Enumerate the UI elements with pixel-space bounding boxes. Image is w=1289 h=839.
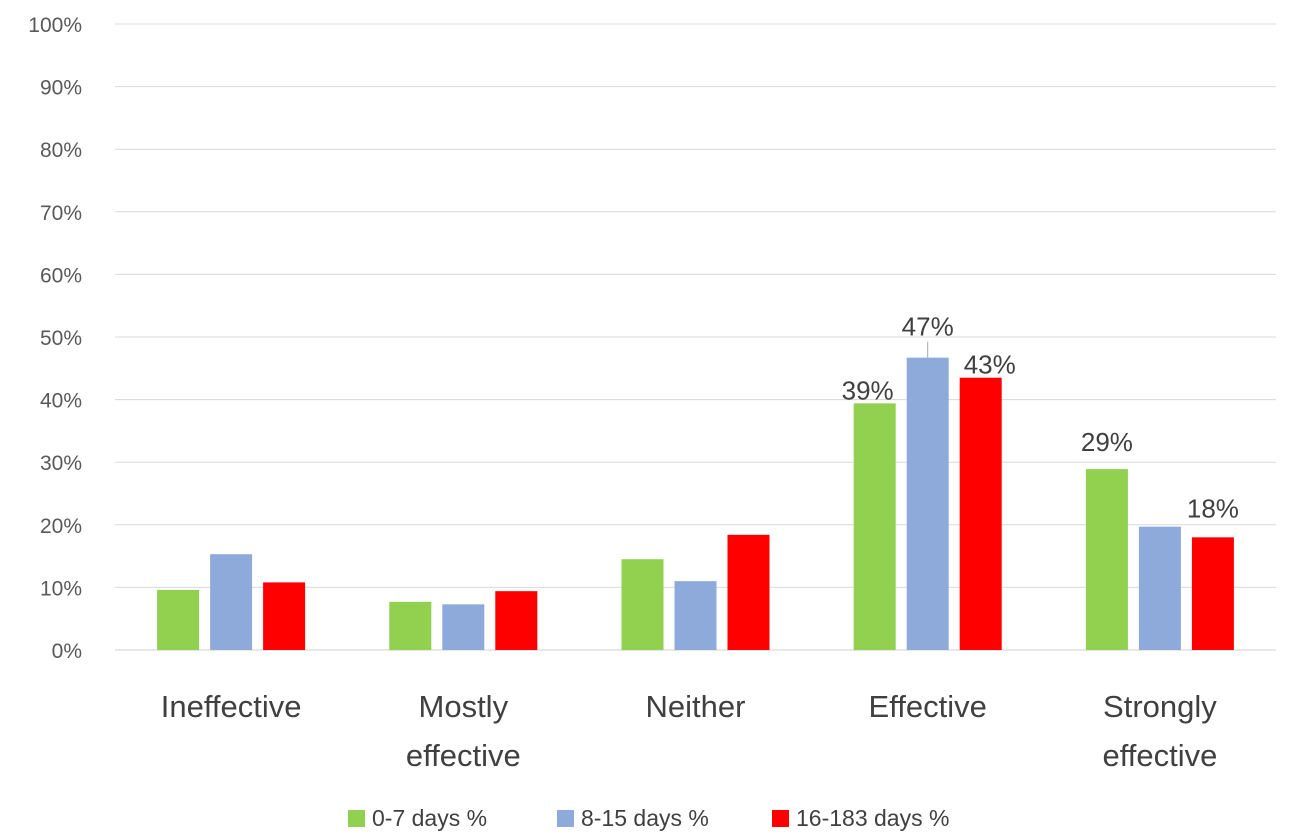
- legend-label: 8-15 days %: [581, 805, 709, 831]
- legend-swatch: [348, 810, 365, 827]
- bar: [674, 581, 717, 650]
- data-label: 29%: [1081, 427, 1133, 457]
- bar: [727, 534, 770, 650]
- legend-swatch: [557, 810, 574, 827]
- legend-label: 0-7 days %: [372, 805, 487, 831]
- bar: [621, 559, 664, 650]
- y-tick-label: 50%: [40, 327, 82, 350]
- bar: [959, 377, 1002, 650]
- y-tick-label: 90%: [40, 77, 82, 100]
- bar: [210, 554, 253, 650]
- x-tick-label: Strongly: [1103, 689, 1217, 724]
- x-tick-label: Effective: [869, 689, 987, 724]
- y-tick-label: 10%: [40, 577, 82, 600]
- y-tick-label: 0%: [52, 640, 82, 663]
- legend-swatch: [772, 810, 789, 827]
- x-tick-label: Neither: [646, 689, 746, 724]
- bar: [495, 591, 538, 650]
- bar: [1138, 526, 1181, 650]
- x-tick-label: Ineffective: [161, 689, 302, 724]
- legend-label: 16-183 days %: [796, 805, 949, 831]
- x-tick-label: Mostly: [419, 689, 509, 724]
- x-tick-label: effective: [1102, 738, 1217, 773]
- data-label: 39%: [842, 375, 894, 405]
- data-label: 47%: [902, 312, 954, 342]
- y-tick-label: 60%: [40, 264, 82, 287]
- data-label: 18%: [1187, 493, 1239, 523]
- bar: [263, 582, 306, 650]
- bars: [157, 357, 1234, 650]
- data-labels: 39% 47% 43% 29% 18%: [842, 312, 1239, 524]
- x-axis: Ineffective Mostly effective Neither Effecti…: [161, 689, 1218, 773]
- y-tick-label: 100%: [28, 14, 82, 37]
- y-tick-label: 20%: [40, 515, 82, 538]
- y-tick-label: 30%: [40, 452, 82, 475]
- bar: [442, 604, 485, 650]
- y-tick-label: 80%: [40, 139, 82, 162]
- data-label: 43%: [964, 350, 1016, 380]
- bar: [157, 589, 200, 650]
- y-tick-label: 40%: [40, 390, 82, 413]
- y-axis: 0% 10% 20% 30% 40% 50% 60% 70% 80% 90% 100%: [28, 14, 82, 663]
- bar: [389, 601, 432, 650]
- y-tick-label: 70%: [40, 202, 82, 225]
- bar: [1191, 537, 1234, 650]
- gridlines: [115, 23, 1276, 651]
- bar: [1085, 469, 1128, 650]
- legend: 0-7 days % 8-15 days % 16-183 days %: [348, 805, 949, 831]
- bar: [853, 403, 896, 650]
- x-tick-label: effective: [406, 738, 521, 773]
- bar: [906, 357, 949, 650]
